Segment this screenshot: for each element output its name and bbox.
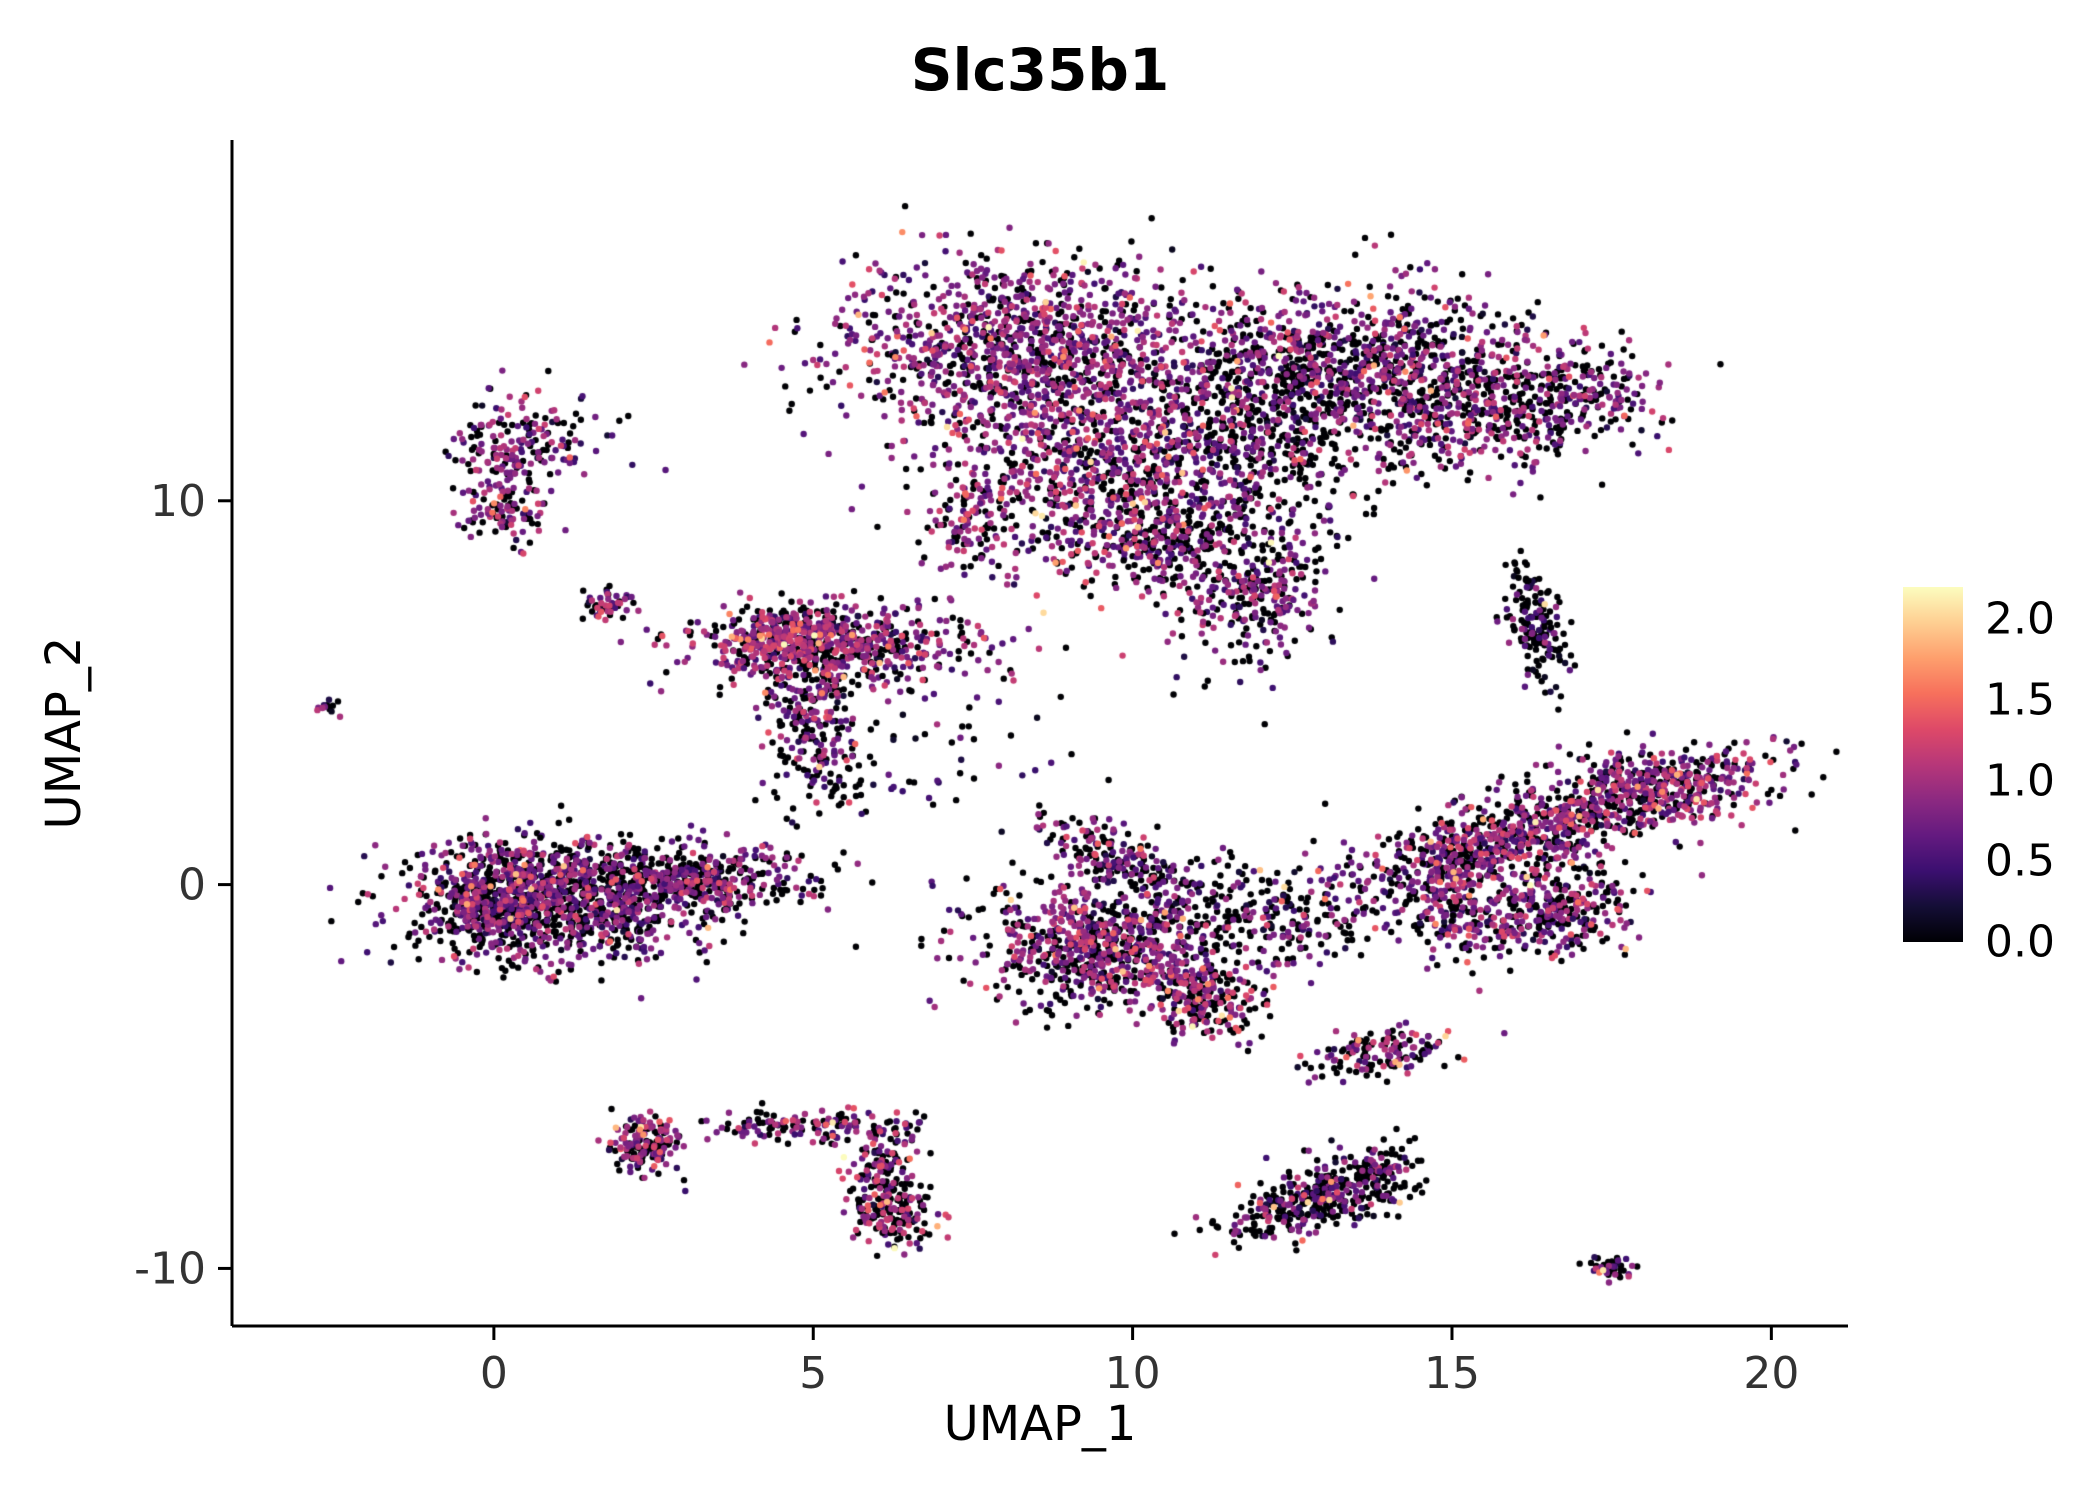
y-axis-label: UMAP_2 xyxy=(36,636,92,830)
x-axis-label: UMAP_1 xyxy=(943,1396,1137,1452)
colorbar-gradient xyxy=(1903,587,1963,942)
x-tick-label: 20 xyxy=(1743,1348,1799,1399)
colorbar-tick-label: 1.5 xyxy=(1985,674,2055,726)
y-tick-label: 0 xyxy=(178,860,206,911)
colorbar-tick-label: 1.0 xyxy=(1985,755,2055,807)
x-tick-label: 10 xyxy=(1105,1348,1161,1399)
colorbar-tick-label: 0.0 xyxy=(1985,916,2055,968)
x-tick-label: 15 xyxy=(1424,1348,1480,1399)
colorbar-tick-label: 0.5 xyxy=(1985,835,2055,887)
x-tick-label: 0 xyxy=(480,1348,508,1399)
colorbar-tick-label: 2.0 xyxy=(1985,593,2055,645)
y-tick-label: 10 xyxy=(150,476,206,527)
y-tick-label: -10 xyxy=(134,1243,206,1294)
x-tick-label: 5 xyxy=(799,1348,827,1399)
